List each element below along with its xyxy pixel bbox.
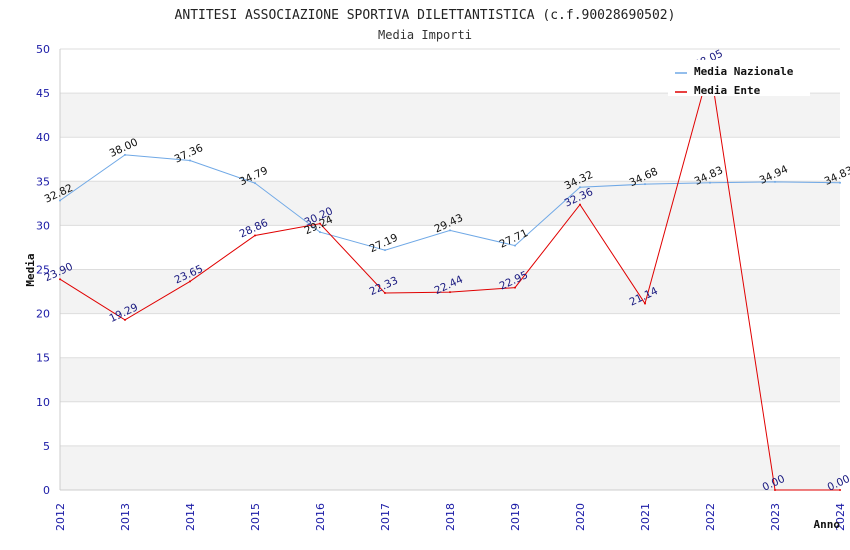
- data-point: [839, 489, 841, 491]
- grid-band: [60, 401, 840, 446]
- data-point: [319, 231, 321, 234]
- x-tick-label: 2015: [249, 503, 262, 531]
- x-tick-label: 2023: [769, 503, 782, 531]
- x-tick-label: 2012: [54, 503, 67, 531]
- data-point: [59, 199, 61, 202]
- grid-band: [60, 445, 840, 490]
- grid-band: [60, 313, 840, 358]
- data-point: [514, 244, 516, 247]
- x-tick-label: 2013: [119, 503, 132, 531]
- data-point: [449, 291, 451, 294]
- x-tick-label: 2024: [834, 503, 847, 531]
- grid-band: [60, 181, 840, 226]
- y-tick-label: 15: [36, 352, 50, 365]
- chart-title: ANTITESI ASSOCIAZIONE SPORTIVA DILETTANT…: [175, 8, 676, 23]
- x-tick-label: 2021: [639, 503, 652, 531]
- data-point: [839, 181, 841, 184]
- legend: Media Nazionale Media Ente: [668, 60, 810, 97]
- data-point: [254, 234, 256, 237]
- y-tick-label: 25: [36, 264, 50, 277]
- grid-band: [60, 93, 840, 138]
- y-tick-label: 20: [36, 308, 50, 321]
- legend-label-media-nazionale: Media Nazionale: [694, 65, 794, 78]
- grid-lines: [59, 48, 840, 491]
- data-point: [644, 183, 646, 186]
- x-tick-label: 2020: [574, 503, 587, 531]
- x-tick-label: 2018: [444, 503, 457, 531]
- data-point: [254, 182, 256, 185]
- data-point: [384, 292, 386, 295]
- y-axis-ticks: 0 5 10 15 20 25 30 35 40 45 50: [36, 43, 50, 497]
- y-tick-label: 45: [36, 87, 50, 100]
- legend-label-media-ente: Media Ente: [694, 84, 761, 97]
- data-point: [709, 181, 711, 184]
- data-point: [319, 222, 321, 225]
- y-tick-label: 40: [36, 131, 50, 144]
- y-tick-label: 30: [36, 219, 50, 232]
- y-tick-label: 5: [43, 440, 50, 453]
- grid-band: [60, 137, 840, 182]
- legend-box: [668, 60, 810, 96]
- data-point: [774, 489, 776, 491]
- chart-subtitle: Media Importi: [378, 28, 472, 42]
- data-point: [189, 159, 191, 162]
- x-axis-title: Anno: [814, 518, 841, 531]
- x-tick-label: 2022: [704, 503, 717, 531]
- data-point: [124, 153, 126, 156]
- data-point: [774, 180, 776, 183]
- data-point: [514, 286, 516, 289]
- y-axis-title: Media: [24, 253, 37, 286]
- y-tick-label: 50: [36, 43, 50, 56]
- data-point: [449, 229, 451, 232]
- data-point: [59, 278, 61, 281]
- data-point: [644, 302, 646, 305]
- grid-band: [60, 357, 840, 402]
- data-point: [189, 280, 191, 283]
- data-point: [124, 318, 126, 321]
- y-tick-label: 0: [43, 484, 50, 497]
- x-tick-label: 2014: [184, 503, 197, 531]
- data-point: [579, 186, 581, 189]
- x-tick-label: 2019: [509, 503, 522, 531]
- y-tick-label: 10: [36, 396, 50, 409]
- x-axis-ticks: 2012 2013 2014 2015 2016 2017 2018 2019 2020 2021…: [54, 503, 847, 531]
- y-tick-label: 35: [36, 175, 50, 188]
- data-point: [384, 249, 386, 252]
- grid-band: [60, 225, 840, 270]
- x-tick-label: 2017: [379, 503, 392, 531]
- data-point: [579, 203, 581, 206]
- x-tick-label: 2016: [314, 503, 327, 531]
